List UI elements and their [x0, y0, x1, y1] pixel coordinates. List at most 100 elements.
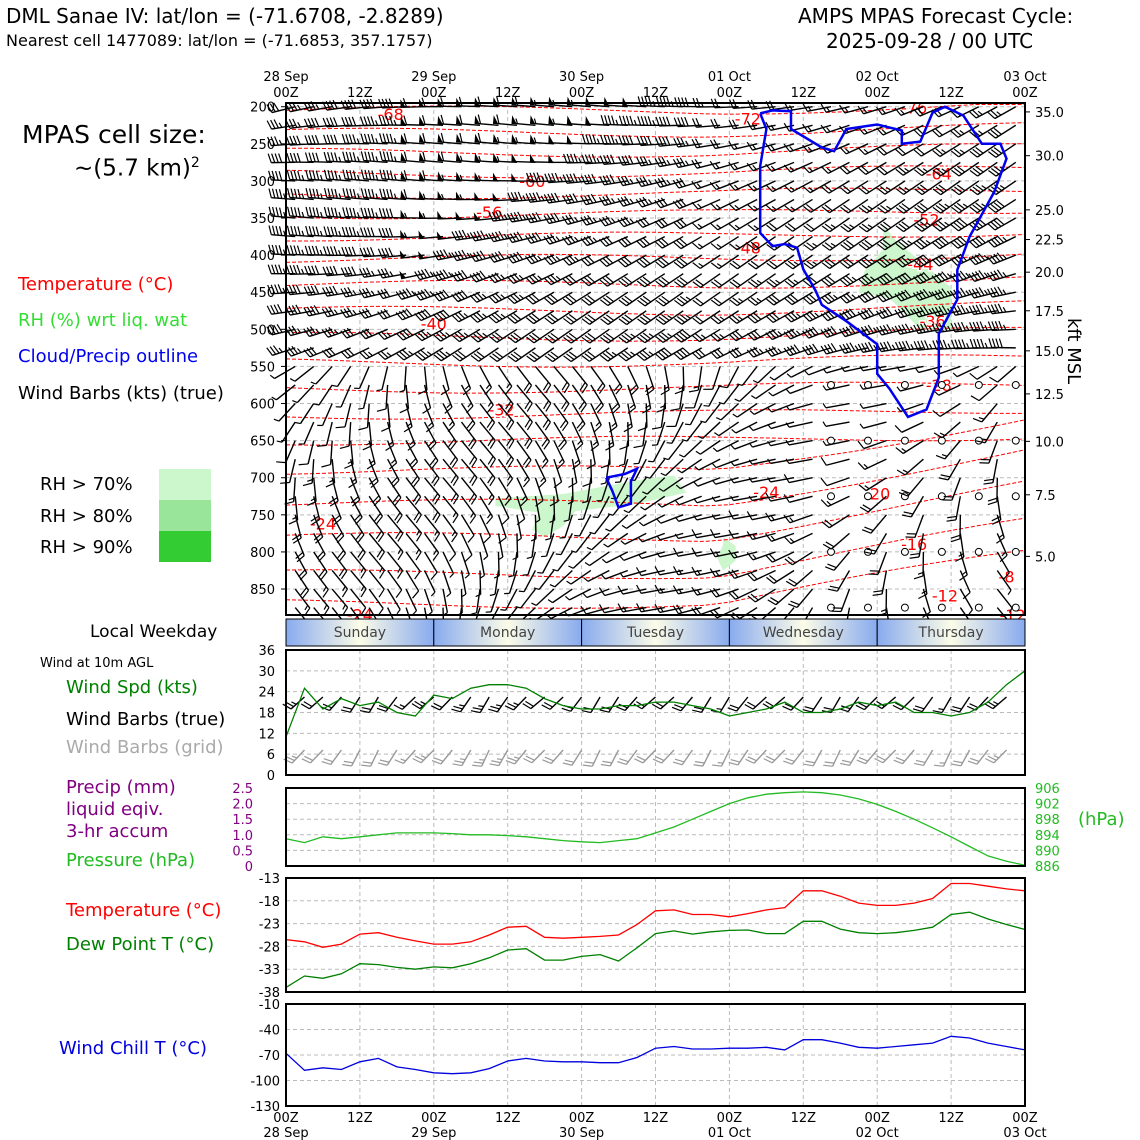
wind-barb-full	[769, 278, 778, 286]
wind-barb	[976, 365, 998, 380]
wind-barb-full	[510, 212, 516, 222]
wind-barb	[442, 440, 459, 461]
wind-barb-full	[528, 315, 537, 323]
wind-barb-full	[621, 352, 630, 360]
wind-barb-full	[568, 351, 578, 359]
wind-barb-half	[947, 343, 951, 349]
wind-barb-half	[320, 211, 323, 218]
dewpoint-line	[285, 911, 1026, 988]
wind-barb-full	[565, 315, 575, 323]
wind-barb-true-full	[652, 703, 661, 710]
wind-barb-flag	[474, 152, 480, 162]
wind-barb-full	[414, 271, 421, 280]
wind-barb-full	[639, 352, 648, 360]
weekday-label: Sunday	[334, 625, 386, 641]
wind-barb-full	[661, 257, 670, 265]
wind-barb-full	[291, 101, 298, 111]
wind-barb	[974, 273, 998, 283]
wind-barb-true	[419, 696, 435, 710]
wind-barb-full	[746, 511, 753, 520]
wind-barb-half	[844, 127, 850, 133]
wind-barb-full	[439, 249, 446, 259]
wind-barb-full	[544, 336, 553, 344]
wind-barb-full	[710, 98, 716, 108]
wind-barb-half	[396, 609, 401, 615]
wind-barb-true-full	[451, 708, 461, 713]
temperature-contour-label: -76	[901, 98, 927, 117]
wind-barb-full	[359, 116, 365, 126]
wind-barb-full	[303, 286, 309, 296]
wind-barb	[981, 403, 998, 423]
wind-barb-full	[956, 288, 963, 298]
wind-barb-true-full	[543, 701, 553, 708]
wind-barb	[790, 365, 813, 378]
wind-barb-full	[383, 288, 391, 297]
wind-barb	[497, 403, 515, 423]
wind-barb-half	[685, 314, 691, 319]
wind-barb-full	[637, 426, 648, 432]
wind-barb-full	[542, 381, 549, 391]
wind-barb	[308, 196, 333, 201]
wind-barb-grid-full	[412, 757, 422, 764]
wind-barb-grid-full	[914, 762, 924, 767]
wind-barb-full	[920, 340, 926, 350]
wind-barb-half	[830, 224, 836, 229]
wind-barb	[977, 161, 998, 177]
wind-barb-full	[734, 330, 743, 338]
wind-barb-full	[455, 352, 464, 360]
wind-barb-half	[578, 157, 582, 163]
wind-barb-full	[857, 311, 865, 320]
wind-barb	[921, 198, 943, 214]
wind-barb	[994, 217, 1017, 231]
wind-barb-grid	[720, 749, 731, 767]
wind-barb-half	[712, 463, 717, 469]
wind-barb-full	[839, 146, 847, 155]
wind-barb-full	[931, 129, 940, 138]
wind-barb	[517, 607, 536, 625]
wind-barb-half	[615, 138, 619, 145]
wind-barb-full	[839, 279, 848, 287]
wind-barb-full	[732, 99, 738, 109]
wind-barb-half	[464, 384, 470, 390]
wind-barb	[553, 458, 563, 483]
wind-barb-full	[557, 461, 565, 470]
wind-barb-full	[304, 245, 309, 256]
wind-barb-full	[986, 272, 994, 281]
wind-barb-full	[717, 385, 728, 389]
wind-barb	[315, 365, 333, 385]
wind-barb-full	[750, 593, 759, 601]
wind-barb	[680, 235, 703, 250]
wind-barb-true-full	[300, 703, 310, 710]
wind-barb-full	[868, 341, 874, 351]
wind-barb-full	[784, 314, 792, 323]
wind-barb-half	[574, 256, 579, 262]
wind-barb-full	[953, 239, 962, 247]
wind-barb-full	[938, 184, 947, 192]
wind-barb-full	[901, 307, 908, 316]
wind-barb	[718, 310, 740, 325]
wind-barb-full	[433, 477, 440, 487]
wind-barb-full	[452, 354, 461, 362]
wind-barb-true	[570, 696, 583, 712]
wind-barb	[681, 254, 703, 269]
wind-barb	[899, 328, 924, 335]
wind-barb-grid	[571, 749, 583, 766]
time-axes: 00Z00Z12Z12Z00Z00Z12Z12Z00Z00Z12Z12Z00Z0…	[263, 70, 1046, 1140]
weekday-segment	[728, 618, 878, 647]
wind-barb-half	[297, 104, 302, 110]
wind-barb-half	[393, 628, 399, 634]
wind-barb-full	[345, 207, 350, 217]
wind-barb	[384, 347, 407, 361]
wind-barb-full	[587, 194, 594, 204]
wind-barb	[591, 532, 610, 551]
pressure-tick-label: 700	[250, 472, 275, 487]
wind-barb	[862, 402, 887, 410]
wind-barb-grid-full	[951, 763, 962, 767]
wind-barb-full	[275, 170, 279, 181]
wind-barb-flag	[493, 133, 499, 143]
wind-barb-full	[864, 308, 871, 318]
wind-barb-half	[731, 428, 737, 434]
wind-barb	[733, 477, 758, 484]
wind-barb-half	[533, 137, 537, 143]
wind-barb-full	[315, 536, 324, 544]
